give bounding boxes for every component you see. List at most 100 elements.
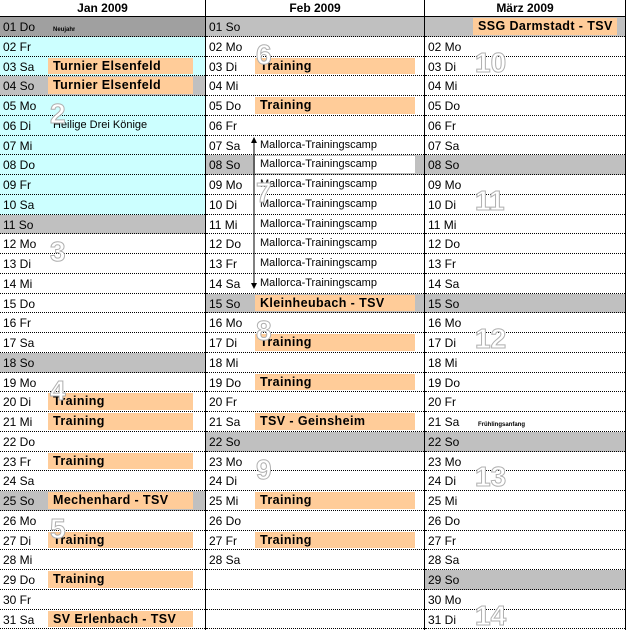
day-row[interactable]: 13 Fr Mallorca-Trainingscamp [206,254,424,274]
day-row[interactable]: 11 Mi [425,215,625,235]
day-row[interactable]: 23 Fr Training [0,452,205,472]
day-row[interactable]: 04 So Turnier Elsenfeld [0,76,205,96]
day-row[interactable]: 26 Do [425,511,625,531]
day-row[interactable]: 01 Do Neujahr [0,17,205,37]
day-row[interactable]: 18 Mi [206,353,424,373]
day-row[interactable]: 03 Di [425,57,625,77]
day-row[interactable]: 10 Sa [0,194,205,215]
day-row[interactable]: 08 So Mallorca-Trainingscamp [206,155,424,175]
day-row[interactable]: 12 Do [425,234,625,254]
day-row[interactable]: 04 Mi [206,76,424,96]
day-row[interactable]: 14 Mi [0,274,205,294]
day-row[interactable]: 23 Mo [425,452,625,472]
day-row[interactable]: 20 Fr [425,392,625,412]
day-row[interactable]: 07 Mi [0,135,205,156]
event-cell[interactable]: Frühlingsanfang [478,422,525,428]
day-row[interactable]: 21 Mi Training [0,412,205,432]
event-cell[interactable]: Training [255,334,415,351]
day-row[interactable]: 28 Sa [206,550,424,570]
day-row[interactable] [206,590,424,610]
day-row[interactable]: 10 Di [425,195,625,215]
day-row[interactable]: 28 Mi [0,550,205,570]
day-row[interactable]: 28 Sa [425,550,625,570]
day-row[interactable]: 06 Di Heilige Drei Könige [0,115,205,136]
event-cell[interactable]: Training [255,492,415,509]
day-row[interactable]: 09 Mo [425,175,625,195]
day-row[interactable]: 21 Sa TSV - Geinsheim [206,412,424,432]
event-cell[interactable]: TSV - Geinsheim [255,413,415,430]
event-cell[interactable]: Training [48,413,193,430]
day-row[interactable]: 22 Do [0,432,205,452]
day-row[interactable]: 01 So [206,17,424,37]
day-row[interactable]: 09 Mo Mallorca-Trainingscamp [206,175,424,195]
day-row[interactable]: 23 Mo [206,452,424,472]
day-row[interactable]: 05 Mo [0,96,205,116]
event-cell[interactable]: Heilige Drei Könige [53,118,148,131]
event-cell[interactable]: Neujahr [53,27,76,33]
day-row[interactable]: 13 Fr [425,254,625,274]
day-row[interactable]: 16 Mo [206,313,424,333]
day-row[interactable]: 30 Fr [0,590,205,610]
day-row[interactable]: 05 Do Training [206,96,424,116]
day-row[interactable]: 20 Di Training [0,392,205,412]
day-row[interactable]: 04 Mi [425,76,625,96]
event-cell[interactable]: Mechenhard - TSV [48,492,193,509]
day-row[interactable]: 18 So [0,352,205,373]
event-cell[interactable]: Training [48,571,193,588]
day-row[interactable]: SSG Darmstadt - TSV [425,17,625,37]
day-row[interactable]: 09 Fr [0,175,205,195]
day-row[interactable]: 27 Fr [425,531,625,551]
day-row[interactable]: 26 Do [206,511,424,531]
day-row[interactable]: 08 So [425,155,625,175]
day-row[interactable]: 17 Sa [0,333,205,353]
day-row[interactable]: 20 Fr [206,392,424,412]
day-row[interactable]: 30 Mo [425,590,625,610]
event-cell[interactable]: Mallorca-Trainingscamp [255,255,415,272]
day-row[interactable]: 11 So [0,214,205,235]
day-row[interactable]: 16 Fr [0,313,205,333]
day-row[interactable]: 27 Di Training [0,531,205,551]
day-row[interactable]: 10 Di Mallorca-Trainingscamp [206,195,424,215]
event-cell[interactable]: Training [48,393,193,410]
day-row[interactable]: 19 Do Training [206,373,424,393]
day-row[interactable]: 02 Mo [425,37,625,57]
day-row[interactable]: 29 So [425,570,625,590]
day-row[interactable]: 22 So [425,431,625,452]
day-row[interactable]: 07 Sa Mallorca-Trainingscamp [206,136,424,156]
day-row[interactable]: 02 Fr [0,36,205,57]
day-row[interactable]: 25 Mi Training [206,491,424,511]
day-row[interactable]: 19 Do [425,373,625,393]
day-row[interactable]: 06 Fr [206,116,424,136]
event-cell[interactable]: Training [48,531,193,549]
day-row[interactable]: 22 So [206,431,424,452]
day-row[interactable]: 15 So [425,293,625,314]
event-cell[interactable]: Turnier Elsenfeld [48,57,193,75]
event-cell[interactable]: Training [255,57,415,75]
event-cell[interactable]: Training [255,373,415,391]
day-row[interactable]: 27 Fr Training [206,531,424,551]
day-row[interactable]: 29 Do Training [0,570,205,590]
day-row[interactable]: 05 Do [425,96,625,116]
day-row[interactable]: 13 Di [0,254,205,274]
event-cell[interactable]: SSG Darmstadt - TSV [473,18,617,35]
event-cell[interactable]: Mallorca-Trainingscamp [255,136,415,154]
day-row[interactable]: 02 Mo [206,37,424,57]
day-row[interactable]: 07 Sa [425,136,625,156]
day-row[interactable]: 24 Di [425,471,625,491]
day-row[interactable]: 12 Do Mallorca-Trainingscamp [206,234,424,254]
day-row[interactable]: 03 Di Training [206,57,424,77]
day-row[interactable]: 19 Mo [0,373,205,393]
day-row[interactable] [206,610,424,630]
day-row[interactable]: 16 Mo [425,313,625,333]
event-cell[interactable]: Mallorca-Trainingscamp [255,195,415,213]
day-row[interactable]: 31 Sa SV Erlenbach - TSV [0,610,205,630]
day-row[interactable]: 17 Di [425,333,625,353]
event-cell[interactable]: Mallorca-Trainingscamp [255,176,415,193]
event-cell[interactable]: Training [255,531,415,549]
day-row[interactable]: 24 Di [206,471,424,491]
day-row[interactable]: 15 So Kleinheubach - TSV [206,293,424,314]
day-row[interactable]: 14 Sa [425,274,625,294]
day-row[interactable]: 24 Sa [0,471,205,491]
event-cell[interactable]: Training [255,97,415,114]
event-cell[interactable]: Turnier Elsenfeld [48,77,193,94]
